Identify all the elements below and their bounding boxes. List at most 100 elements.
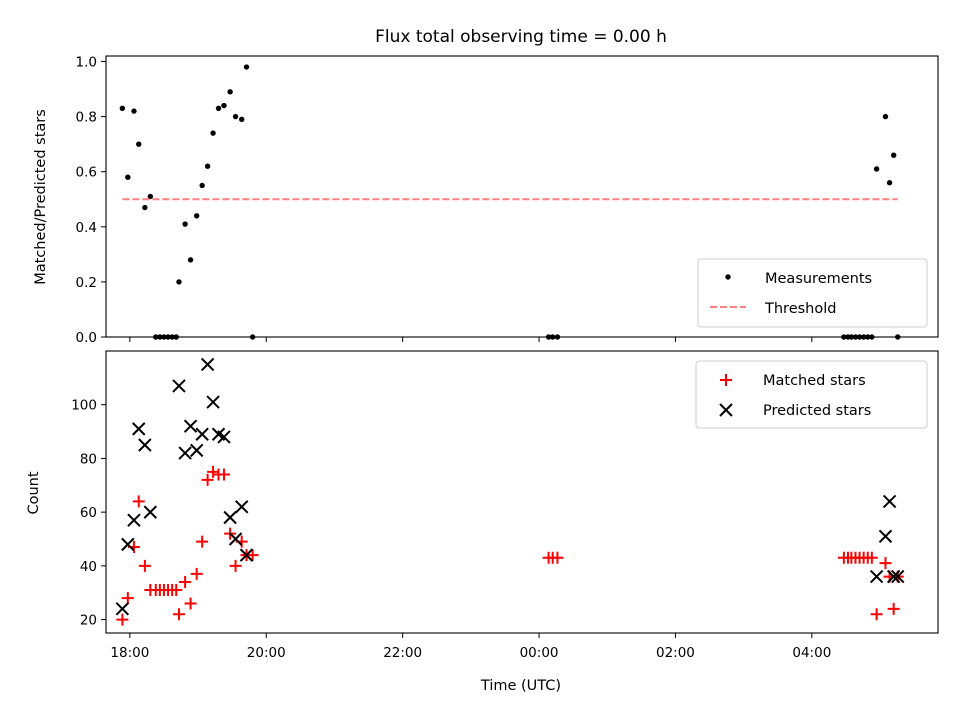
measurements-point — [176, 279, 182, 285]
matched-stars-legend-label: Matched stars — [763, 373, 866, 389]
matched-stars-point — [132, 495, 145, 508]
measurements-point — [210, 130, 216, 136]
top-y-tick-label: 0.6 — [76, 165, 97, 181]
predicted-stars-point — [239, 548, 254, 562]
measurements-point — [232, 113, 239, 120]
measurements-point — [136, 141, 142, 147]
bottom-y-tick-label: 80 — [80, 451, 97, 467]
top-panel: 0.0 0.2 0.4 0.6 0.8 1.0 Matched/Predicted sta… — [33, 55, 939, 346]
predicted-stars-point — [195, 427, 209, 441]
measurements-point — [194, 213, 200, 219]
predicted-stars-point — [228, 532, 243, 546]
top-legend-box — [697, 258, 928, 328]
bottom-panel-frame — [105, 350, 939, 634]
top-y-tick-label: 1.0 — [76, 55, 97, 71]
bottom-x-tick-label: 04:00 — [792, 645, 831, 661]
matched-stars-point — [887, 602, 900, 615]
predicted-stars-point — [183, 419, 198, 433]
predicted-stars-legend-marker — [719, 403, 733, 417]
bottom-legend: Matched stars Predicted stars — [695, 360, 928, 429]
predicted-stars-point — [200, 357, 215, 372]
predicted-stars-point — [127, 513, 141, 527]
measurements-point — [199, 182, 205, 189]
measurements-point — [142, 204, 148, 211]
bottom-x-tick-label: 20:00 — [247, 645, 286, 661]
matched-stars-legend-marker — [720, 374, 732, 386]
matched-stars-point — [246, 549, 259, 562]
bottom-y-axis-label: Count — [26, 471, 42, 514]
predicted-stars-point — [143, 505, 158, 519]
measurements-point — [243, 64, 250, 70]
bottom-y-tick-label: 60 — [80, 505, 97, 521]
predicted-stars-point — [882, 494, 897, 509]
matched-stars-point — [217, 468, 230, 481]
measurements-point — [882, 113, 889, 120]
bottom-x-tick-label: 00:00 — [520, 645, 559, 661]
measurements-point — [147, 193, 154, 200]
bottom-panel: 20 40 60 80 100 18:00 20:00 22:00 00:00 02:00 04:… — [26, 350, 939, 694]
chart-title: Flux total observing time = 0.00 h — [375, 27, 667, 47]
top-y-axis: 0.0 0.2 0.4 0.6 0.8 1.0 — [76, 55, 106, 346]
bottom-x-axis: 18:00 20:00 22:00 00:00 02:00 04:00 — [110, 633, 831, 661]
matched-stars-point — [229, 559, 242, 572]
matched-stars-point — [172, 608, 185, 621]
predicted-stars-point — [886, 569, 901, 584]
predicted-stars-point — [172, 379, 186, 393]
predicted-stars-point — [891, 569, 905, 584]
measurements-point — [182, 221, 188, 227]
predicted-stars-point — [223, 510, 237, 525]
matched-stars-point — [870, 608, 883, 621]
predicted-stars-point — [115, 602, 130, 616]
top-legend: Measurements Threshold — [697, 258, 928, 328]
bottom-y-tick-label: 20 — [80, 613, 97, 629]
measurements-point — [239, 116, 245, 123]
top-y-tick-label: 0.4 — [76, 220, 97, 236]
bottom-x-tick-label: 02:00 — [656, 645, 695, 661]
matched-stars-point — [138, 559, 151, 572]
predicted-stars-point — [217, 430, 231, 444]
bottom-x-tick-label: 18:00 — [110, 645, 149, 661]
top-y-tick-label: 0.0 — [76, 330, 97, 346]
top-panel-frame — [105, 55, 939, 338]
measurements-point — [131, 108, 137, 114]
measurements-point — [886, 180, 893, 186]
predicted-stars-point — [869, 569, 884, 584]
top-x-axis — [129, 337, 813, 342]
measurements-legend-marker — [725, 274, 731, 280]
measurements-point — [204, 163, 211, 169]
predicted-stars-legend-label: Predicted stars — [763, 403, 871, 419]
measurements-point — [873, 166, 880, 172]
matched-stars-point — [879, 557, 892, 570]
x-axis-label: Time (UTC) — [480, 678, 561, 694]
predicted-stars-point — [178, 446, 192, 460]
measurements-legend-label: Measurements — [765, 271, 872, 287]
measurements-point — [227, 89, 233, 95]
predicted-stars-point — [189, 443, 204, 458]
matched-stars-point — [116, 613, 129, 626]
threshold-legend-label: Threshold — [764, 301, 836, 317]
bottom-legend-box — [695, 360, 928, 429]
measurements-point — [221, 102, 227, 109]
measurements-point — [119, 105, 126, 112]
top-y-axis-label: Matched/Predicted stars — [33, 109, 49, 285]
bottom-data-layer — [115, 357, 905, 626]
matched-stars-point — [170, 584, 183, 597]
predicted-stars-point — [138, 438, 152, 452]
predicted-stars-point — [235, 500, 249, 514]
matched-stars-point — [184, 597, 197, 610]
bottom-y-tick-label: 100 — [71, 398, 97, 414]
top-y-tick-label: 0.2 — [76, 275, 97, 291]
top-y-tick-label: 0.8 — [76, 110, 97, 126]
predicted-stars-point — [121, 537, 135, 552]
predicted-stars-point — [132, 422, 146, 436]
bottom-x-tick-label: 22:00 — [383, 645, 422, 661]
predicted-stars-point — [878, 529, 893, 544]
matched-stars-point — [196, 535, 209, 548]
matched-stars-point — [179, 575, 192, 588]
measurements-point — [215, 105, 222, 112]
matched-stars-point — [865, 551, 878, 564]
matched-stars-point — [551, 551, 564, 564]
measurements-point — [890, 152, 897, 158]
